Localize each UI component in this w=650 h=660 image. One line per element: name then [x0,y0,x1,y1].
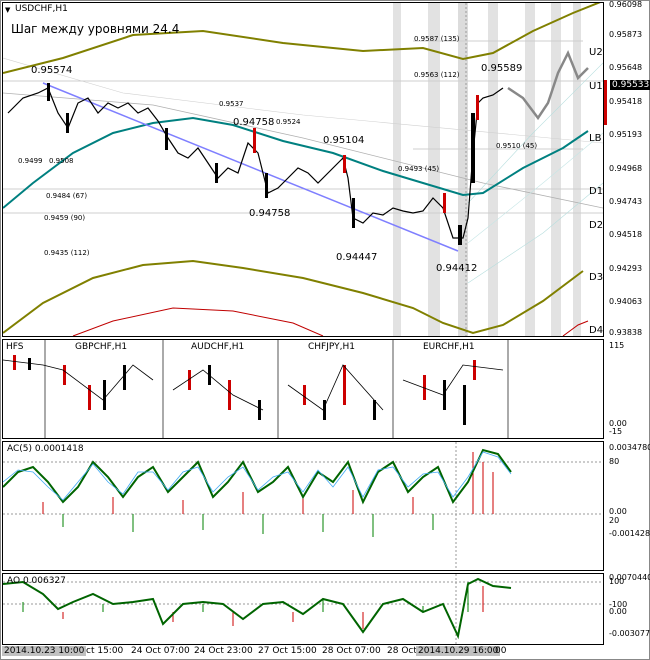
pair-label-audchf: AUDCHF,H1 [191,342,245,352]
time-label: 28 Oct 07:00 [322,646,381,656]
ac-plot [3,442,603,570]
level-label: 0.9563 (112) [414,71,460,79]
main-price-plot [3,3,603,336]
level-label: 0.9435 (112) [44,249,90,257]
main-price-pane[interactable]: USDCHF,H1 ▼ Шаг между уровнями 24.4 0.95… [2,2,604,337]
level-label: 0.9493 (45) [398,165,440,173]
ac-title: AC(5) 0.0001418 [7,444,84,454]
level-label: 0.9537 [219,100,244,108]
time-label: ct 15:00 [86,646,124,656]
time-label-start: 2014.10.23 10:00 [2,646,87,656]
price-tick: 0.93838 [609,328,643,337]
bull-candles [253,95,479,213]
axis-tick: -15 [609,427,623,436]
level-label: 0.9459 (90) [44,214,86,222]
price-tick: 0.94293 [609,264,643,273]
level-lb: LB [589,133,602,144]
pair-label-hfs: HFS [6,342,24,352]
level-label: 0.9587 (135) [414,35,460,43]
pair-label-eurchf: EURCHF,H1 [423,342,475,352]
collapse-icon[interactable]: ▼ [5,6,11,14]
grid-step-text: Шаг между уровнями 24.4 [11,22,180,36]
level-d3: D3 [589,272,604,283]
price-label: 0.94447 [336,252,378,263]
level-d4: D4 [589,325,604,336]
price-label: 0.94758 [233,117,275,128]
time-label: 00 [495,646,507,656]
price-tick: 0.95193 [609,130,643,139]
ao-axis: 0.0070440 100 -100 0.00 -0.0030770 [604,573,650,645]
price-tick: 0.94968 [609,164,643,173]
price-tick: 0.95873 [609,30,643,39]
candles [47,83,475,245]
current-price-marker [604,80,607,125]
price-tick: 0.95648 [609,63,643,72]
axis-tick: -0.0014280 [609,529,650,538]
ao-pane[interactable]: AO 0.006327 [2,573,604,645]
time-label: 24 Oct 23:00 [194,646,253,656]
axis-tick: -100 [609,600,628,609]
axis-tick: 115 [609,341,625,350]
ao-title: AO 0.006327 [7,576,66,586]
level-label: 0.9484 (67) [46,192,88,200]
axis-tick: 80 [609,457,620,466]
time-label: 27 Oct 15:00 [258,646,317,656]
ao-plot [3,574,603,644]
price-label: 0.94412 [436,263,478,274]
ac-pane[interactable]: AC(5) 0.0001418 [2,441,604,571]
price-label: 0.95589 [481,63,523,74]
axis-tick: 0.0070440 [609,573,650,582]
level-u1: U1 [589,81,603,92]
symbol-title: USDCHF,H1 [15,4,68,14]
pair-label-gbpchf: GBPCHF,H1 [75,342,128,352]
price-label: 0.94758 [249,208,291,219]
pairs-pane[interactable]: HFS GBPCHF,H1 AUDCHF,H1 CHFJPY,H1 EURCHF… [2,339,604,439]
pair-label-chfjpy: CHFJPY,H1 [308,342,355,352]
axis-tick: 100 [609,577,625,586]
level-label: 0.9508 [49,157,74,165]
level-label: 0.9499 [18,157,43,165]
price-tick: 0.95418 [609,97,643,106]
axis-tick: 20 [609,516,620,525]
time-label: 28 Oct [387,646,417,656]
price-axis[interactable]: 0.96098 0.95873 0.95648 0.95418 0.95193 … [604,0,650,338]
level-label: 0.9524 [276,118,301,126]
price-tick: 0.94743 [609,197,643,206]
price-label: 0.95104 [323,135,365,146]
axis-tick: 0.0034780 [609,443,650,452]
level-label: 0.9510 (45) [496,142,538,150]
level-u2: U2 [589,47,603,58]
current-price-box: 0.95533 [610,80,650,90]
level-d1: D1 [589,186,604,197]
time-label: 24 Oct 07:00 [131,646,190,656]
price-label: 0.95574 [31,65,73,76]
axis-tick: -0.0030770 [609,629,650,638]
level-d2: D2 [589,220,604,231]
ac-axis: 0.0034780 80 0.00 20 -0.0014280 [604,441,650,571]
pairs-axis: 115 0.00 -15 [604,339,650,439]
axis-tick: 0.00 [609,607,627,616]
axis-tick: 0.00 [609,419,627,428]
pairs-plot [3,340,509,438]
time-label-cursor: 2014.10.29 16:00 [416,646,501,656]
axis-tick: 0.00 [609,507,627,516]
price-tick: 0.94518 [609,230,643,239]
price-tick: 0.94063 [609,297,643,306]
price-tick: 0.96098 [609,0,643,9]
